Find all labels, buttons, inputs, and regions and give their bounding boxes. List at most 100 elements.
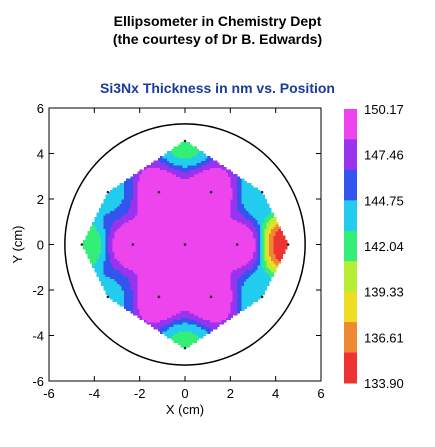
contour-cell <box>200 244 204 248</box>
contour-cell <box>264 269 268 273</box>
contour-cell <box>196 203 200 207</box>
contour-cell <box>207 201 211 205</box>
contour-cell <box>101 224 104 227</box>
contour-cell <box>212 185 216 189</box>
contour-cell <box>194 262 197 266</box>
contour-cell <box>171 267 175 271</box>
contour-cell <box>194 299 197 302</box>
contour-cell <box>101 205 104 209</box>
contour-cell <box>198 205 202 209</box>
contour-cell <box>182 262 186 266</box>
contour-cell <box>198 183 202 186</box>
contour-cell <box>94 251 98 255</box>
contour-cell <box>141 203 145 207</box>
contour-cell <box>196 276 200 280</box>
contour-cell <box>255 285 259 289</box>
contour-cell <box>128 212 132 216</box>
contour-cell <box>132 187 136 191</box>
contour-cell <box>246 185 250 189</box>
contour-cell <box>153 315 157 318</box>
contour-cell <box>119 237 123 241</box>
contour-cell <box>155 292 159 296</box>
contour-cell <box>169 210 172 214</box>
contour-cell <box>207 233 211 237</box>
contour-cell <box>169 221 172 225</box>
contour-cell <box>180 194 184 198</box>
contour-cell <box>239 219 243 223</box>
contour-cell <box>157 158 161 161</box>
contour-cell <box>243 278 247 282</box>
contour-cell <box>237 299 240 302</box>
contour-cell <box>101 278 104 282</box>
contour-cell <box>219 249 222 252</box>
contour-cell <box>196 208 200 211</box>
contour-cell <box>203 221 206 225</box>
contour-cell <box>219 212 222 216</box>
contour-cell <box>130 308 134 312</box>
contour-cell <box>105 203 109 207</box>
contour-cell <box>239 217 243 221</box>
contour-cell <box>87 249 91 252</box>
contour-cell <box>144 180 148 184</box>
contour-cell <box>191 328 195 332</box>
contour-cell <box>162 155 166 159</box>
contour-cell <box>155 217 159 221</box>
contour-cell <box>239 221 243 225</box>
contour-cell <box>189 180 193 184</box>
contour-cell <box>130 296 134 300</box>
contour-cell <box>223 308 227 312</box>
contour-cell <box>137 233 141 237</box>
contour-cell <box>234 280 238 284</box>
contour-cell <box>126 271 129 275</box>
contour-cell <box>180 205 184 209</box>
contour-cell <box>214 326 218 330</box>
contour-cell <box>171 176 175 180</box>
contour-cell <box>173 176 177 180</box>
contour-cell <box>162 280 166 284</box>
contour-cell <box>107 258 111 262</box>
contour-cell <box>175 192 179 196</box>
contour-cell <box>153 208 157 211</box>
contour-cell <box>144 194 148 198</box>
contour-cell <box>160 258 163 262</box>
contour-cell <box>203 203 206 207</box>
contour-cell <box>209 219 213 223</box>
contour-cell <box>228 292 231 296</box>
contour-cell <box>144 192 148 196</box>
contour-cell <box>250 214 254 218</box>
contour-cell <box>119 235 123 239</box>
contour-cell <box>139 180 143 184</box>
contour-cell <box>114 274 118 277</box>
contour-cell <box>200 164 204 168</box>
contour-cell <box>194 303 197 307</box>
contour-cell <box>219 274 222 277</box>
contour-cell <box>250 285 254 289</box>
contour-cell <box>151 192 154 196</box>
contour-cell <box>203 235 206 239</box>
contour-cell <box>221 228 225 232</box>
contour-cell <box>180 262 184 266</box>
contour-cell <box>126 201 129 205</box>
contour-cell <box>132 280 136 284</box>
contour-cell <box>180 340 184 343</box>
contour-cell <box>141 242 145 246</box>
contour-cell <box>196 242 200 246</box>
contour-cell <box>185 187 188 191</box>
contour-cell <box>246 208 250 211</box>
contour-cell <box>203 278 206 282</box>
contour-cell <box>101 221 104 225</box>
contour-cell <box>169 303 172 307</box>
contour-cell <box>200 217 204 221</box>
contour-cell <box>173 239 177 243</box>
contour-cell <box>144 242 148 246</box>
contour-cell <box>212 244 216 248</box>
contour-cell <box>117 290 120 293</box>
contour-cell <box>144 264 148 268</box>
contour-cell <box>189 269 193 273</box>
contour-cell <box>253 208 256 211</box>
contour-cell <box>255 267 259 271</box>
contour-cell <box>153 224 157 227</box>
contour-cell <box>141 169 145 173</box>
contour-cell <box>96 230 100 234</box>
contour-cell <box>191 274 195 277</box>
